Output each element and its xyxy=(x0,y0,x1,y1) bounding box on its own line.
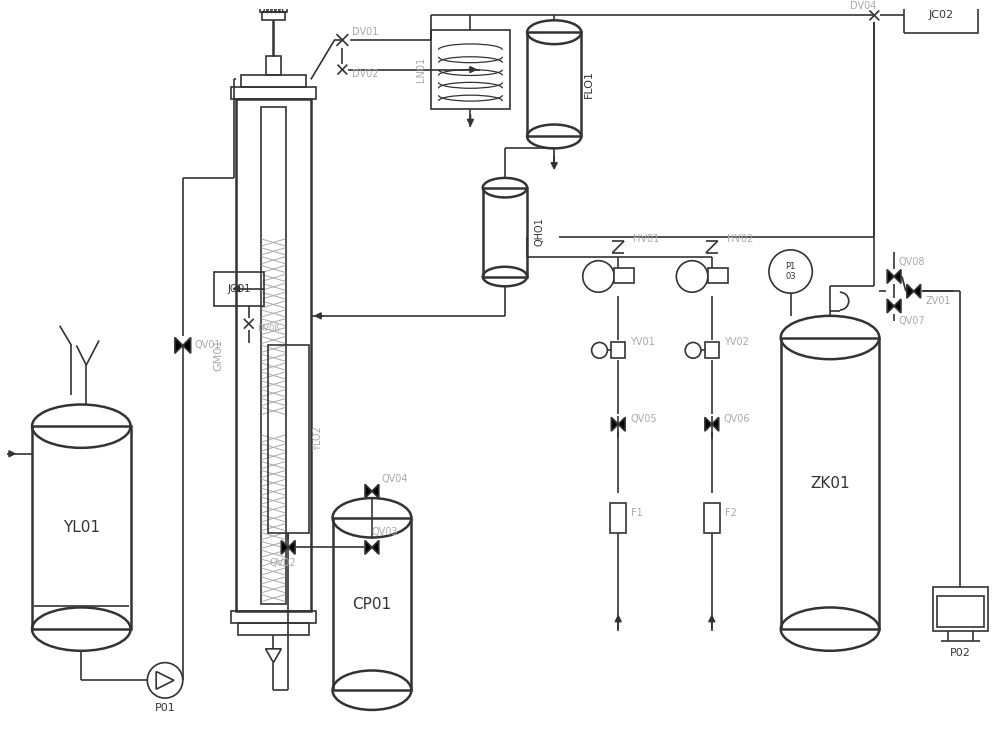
Bar xyxy=(261,107,286,604)
Text: P1: P1 xyxy=(785,262,796,271)
Text: HV02: HV02 xyxy=(727,234,753,244)
Text: DV02: DV02 xyxy=(352,69,379,80)
Text: QV01: QV01 xyxy=(195,341,221,350)
Polygon shape xyxy=(894,299,901,313)
Bar xyxy=(708,268,728,284)
Polygon shape xyxy=(705,417,712,431)
Text: YL01: YL01 xyxy=(63,520,100,535)
Text: QV08: QV08 xyxy=(899,257,925,267)
Bar xyxy=(704,503,720,533)
Bar xyxy=(266,56,281,75)
Bar xyxy=(527,32,581,137)
Polygon shape xyxy=(183,338,191,353)
Text: DV04: DV04 xyxy=(850,1,876,10)
Text: JC02: JC02 xyxy=(928,10,953,20)
Text: DV01: DV01 xyxy=(352,27,379,37)
Polygon shape xyxy=(618,417,625,431)
Bar xyxy=(241,75,306,87)
Polygon shape xyxy=(365,540,372,554)
Text: P01: P01 xyxy=(155,703,175,713)
Polygon shape xyxy=(288,540,295,554)
Bar xyxy=(483,188,527,276)
Bar xyxy=(333,518,411,690)
Text: 03: 03 xyxy=(785,272,796,281)
Bar xyxy=(231,87,316,99)
Bar xyxy=(610,503,626,533)
Text: QHO1: QHO1 xyxy=(534,218,544,246)
Circle shape xyxy=(592,342,607,358)
Bar xyxy=(614,268,634,284)
Polygon shape xyxy=(281,540,288,554)
Text: YLO2: YLO2 xyxy=(313,427,323,452)
Circle shape xyxy=(685,342,701,358)
Polygon shape xyxy=(894,270,901,284)
Text: YV01: YV01 xyxy=(630,338,655,347)
Text: ZV01: ZV01 xyxy=(926,296,951,306)
Polygon shape xyxy=(175,338,183,353)
Bar xyxy=(781,338,879,629)
Text: QV05: QV05 xyxy=(630,414,657,424)
Bar xyxy=(611,342,625,358)
Circle shape xyxy=(147,662,183,698)
Polygon shape xyxy=(907,284,914,298)
Text: GM01: GM01 xyxy=(213,339,223,371)
Text: ZK01: ZK01 xyxy=(810,476,850,491)
Text: QV03: QV03 xyxy=(372,526,398,537)
Bar xyxy=(431,30,510,109)
Text: F1: F1 xyxy=(631,508,643,518)
Text: FLO1: FLO1 xyxy=(584,70,594,99)
Bar xyxy=(937,596,984,627)
Bar xyxy=(238,624,309,635)
Text: LN01: LN01 xyxy=(416,57,426,82)
Bar xyxy=(260,7,287,12)
Circle shape xyxy=(676,261,708,292)
Text: QV07: QV07 xyxy=(899,316,926,326)
Bar xyxy=(268,346,309,533)
Text: HV01: HV01 xyxy=(633,234,659,244)
Circle shape xyxy=(583,261,614,292)
Bar xyxy=(236,99,311,611)
Bar xyxy=(933,587,988,631)
Text: P02: P02 xyxy=(950,648,971,658)
Polygon shape xyxy=(712,417,719,431)
Text: DV0ß: DV0ß xyxy=(257,324,279,333)
Polygon shape xyxy=(611,417,618,431)
Bar xyxy=(231,611,316,624)
Bar xyxy=(904,0,978,33)
Text: F2: F2 xyxy=(725,508,736,518)
Text: YV02: YV02 xyxy=(724,338,749,347)
Polygon shape xyxy=(372,540,379,554)
Text: CP01: CP01 xyxy=(352,596,391,612)
Bar xyxy=(262,12,285,20)
Polygon shape xyxy=(365,485,372,498)
Bar xyxy=(705,342,719,358)
Text: QV06: QV06 xyxy=(724,414,750,424)
Polygon shape xyxy=(887,270,894,284)
Text: JCO1: JCO1 xyxy=(227,284,251,294)
Circle shape xyxy=(769,250,812,293)
Bar xyxy=(214,271,264,306)
Bar xyxy=(32,426,131,629)
Polygon shape xyxy=(887,299,894,313)
Polygon shape xyxy=(914,284,921,298)
Text: QV02: QV02 xyxy=(270,558,297,568)
Polygon shape xyxy=(372,485,379,498)
Text: QV04: QV04 xyxy=(382,474,408,485)
